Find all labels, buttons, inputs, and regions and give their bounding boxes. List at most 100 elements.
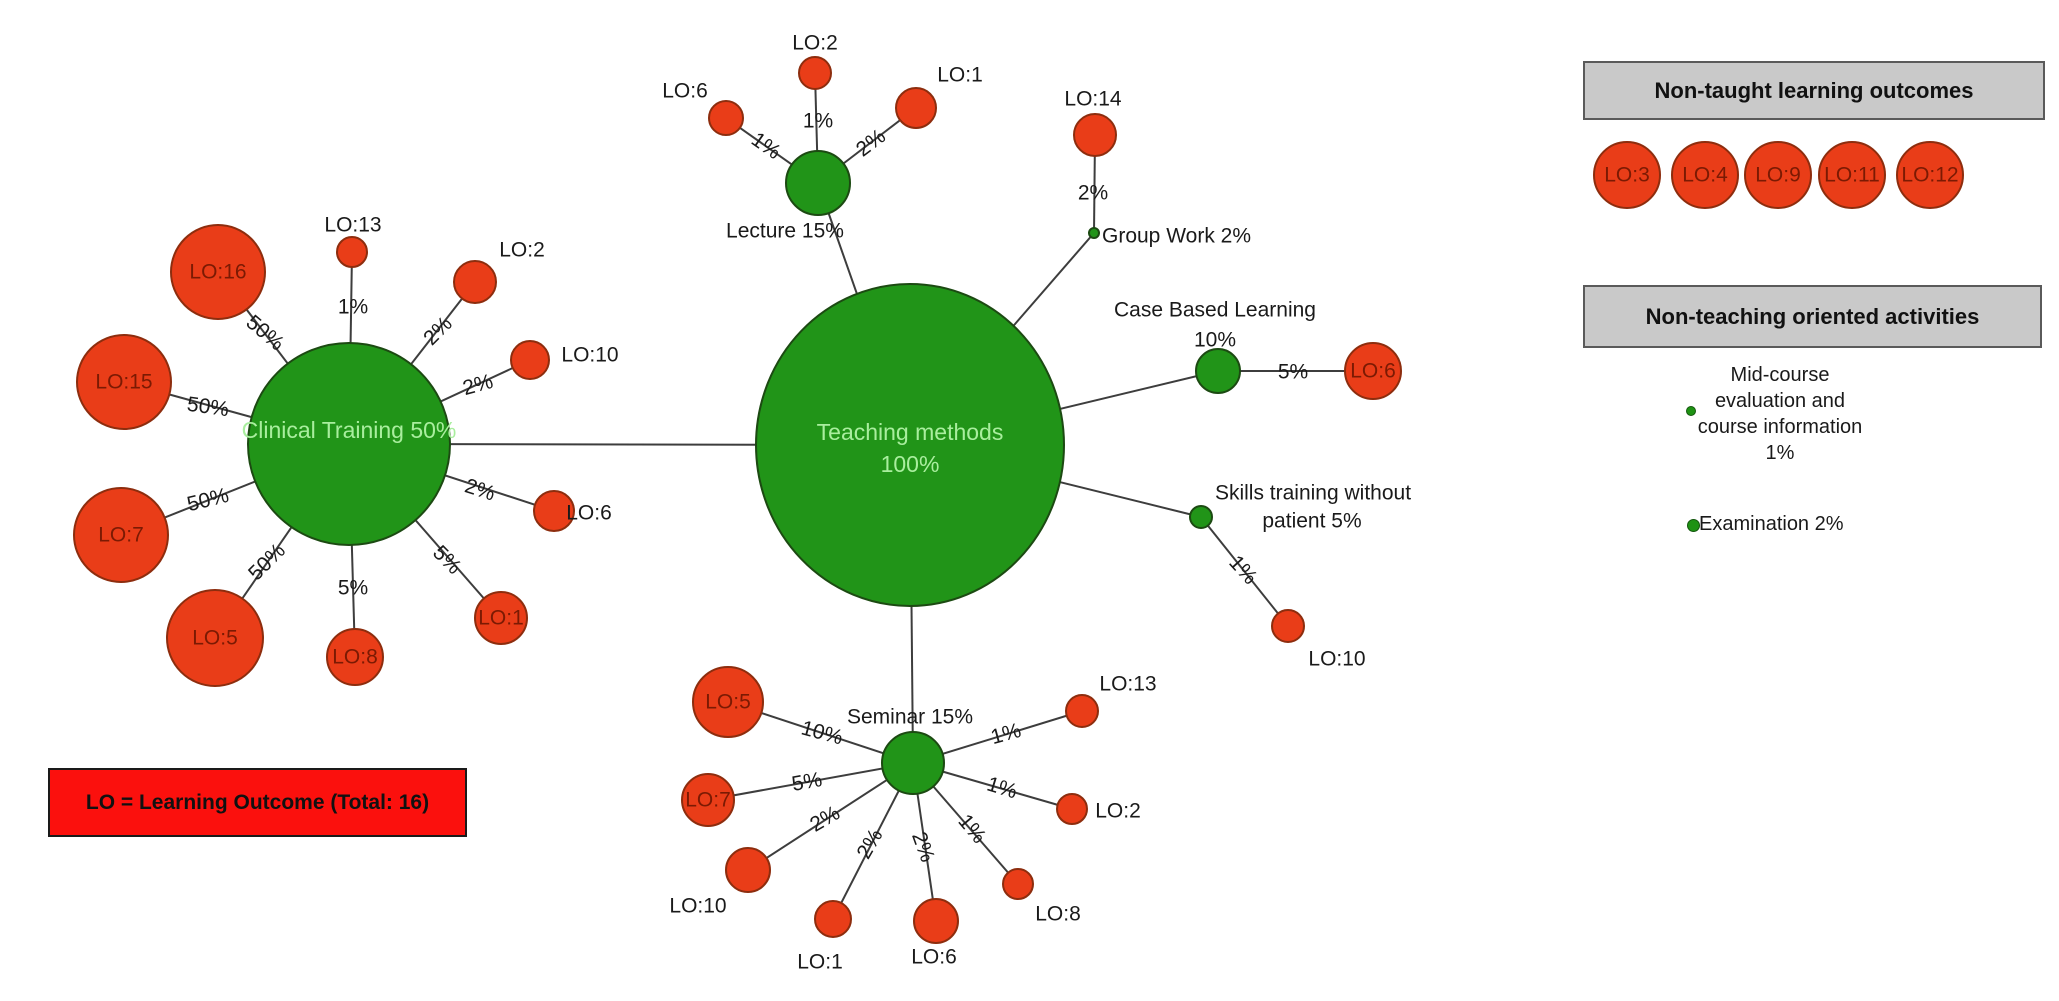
percent-label-5: 5% <box>338 577 368 600</box>
label-lo-14: LO:14 <box>1064 88 1122 111</box>
node-lo5-clinical-label: LO:5 <box>192 627 238 650</box>
node-lo12-non-taught <box>1896 141 1964 209</box>
node-lo6-case-based-label: LO:6 <box>1350 360 1396 383</box>
percent-label-1: 1% <box>984 773 1020 804</box>
label-lo-2: LO:2 <box>1095 800 1141 823</box>
node-lo7-seminar-label: LO:7 <box>685 789 731 812</box>
node-lo3-non-taught-label: LO:3 <box>1604 164 1650 187</box>
mid-course-line-1: Mid-course <box>1730 364 1830 386</box>
node-lo5-clinical <box>166 589 264 687</box>
mid-course-line-4: 1% <box>1765 442 1795 464</box>
node-lo2-seminar <box>1056 793 1088 825</box>
label-lo-10: LO:10 <box>1308 648 1365 671</box>
node-lo1-clinical-label: LO:1 <box>478 607 524 630</box>
node-lo1-clinical <box>474 591 528 645</box>
percent-label-50: 50% <box>186 393 231 422</box>
percent-label-50: 50% <box>242 311 289 356</box>
mid-course-line-3: course information <box>1697 416 1863 438</box>
percent-label-5: 5% <box>1278 361 1308 384</box>
percent-label-2: 2% <box>419 312 457 350</box>
node-lo15-clinical-label: LO:15 <box>95 371 152 394</box>
label-lo-13: LO:13 <box>1099 673 1156 696</box>
percent-label-50: 50% <box>185 484 231 516</box>
label-skills-training-without: Skills training without <box>1215 482 1411 505</box>
node-lo4-non-taught <box>1671 141 1739 209</box>
node-lo6-lecture <box>708 100 744 136</box>
label-lo-6: LO:6 <box>911 946 957 969</box>
node-lo1-seminar <box>814 900 852 938</box>
percent-label-1: 1% <box>988 719 1023 749</box>
percent-label-1: 1% <box>1224 551 1261 589</box>
node-lo13-clinical <box>336 236 368 268</box>
examination-label: Examination 2% <box>1699 513 1844 535</box>
label-lo-10: LO:10 <box>669 895 726 918</box>
examination-dot-icon <box>1687 519 1700 532</box>
node-lo7-clinical-label: LO:7 <box>98 524 144 547</box>
percent-label-2: 2% <box>460 370 495 400</box>
label-case-based-learning: Case Based Learning <box>1114 299 1316 322</box>
percent-label-5: 5% <box>428 541 466 579</box>
node-lo9-non-taught <box>1744 141 1812 209</box>
percent-label-1: 1% <box>803 110 833 133</box>
node-case-based-learning <box>1195 348 1241 394</box>
percent-label-10: 10% <box>799 716 846 749</box>
node-group-work <box>1088 227 1100 239</box>
node-lo2-lecture <box>798 56 832 90</box>
node-lo7-seminar <box>681 773 735 827</box>
node-lo13-seminar <box>1065 694 1099 728</box>
node-lo10-skills <box>1271 609 1305 643</box>
label-lo-10: LO:10 <box>561 344 618 367</box>
node-clinical-training-label: Clinical Training 50% <box>242 417 457 443</box>
percent-label-2: 2% <box>852 825 887 863</box>
node-seminar <box>881 731 945 795</box>
percent-label-5: 5% <box>790 768 824 796</box>
node-lo12-non-taught-label: LO:12 <box>1901 164 1958 187</box>
percent-label-1: 1% <box>747 128 785 164</box>
label-lo-8: LO:8 <box>1035 903 1081 926</box>
label-group-work-2: Group Work 2% <box>1102 225 1251 248</box>
node-lo8-clinical-label: LO:8 <box>332 646 378 669</box>
node-lo1-lecture <box>895 87 937 129</box>
node-lo6-clinical <box>533 490 575 532</box>
node-lo16-clinical <box>170 224 266 320</box>
label-lo-2: LO:2 <box>792 32 838 55</box>
mid-course-line-2: evaluation and <box>1714 390 1846 412</box>
percent-label-2: 2% <box>1078 182 1108 205</box>
percent-label-2: 2% <box>462 474 498 505</box>
label-seminar-15: Seminar 15% <box>847 706 973 729</box>
label-10: 10% <box>1194 329 1236 352</box>
label-lo-13: LO:13 <box>324 214 381 237</box>
node-lo6-case-based <box>1344 342 1402 400</box>
node-lo5-seminar-label: LO:5 <box>705 691 751 714</box>
node-lo6-seminar <box>913 898 959 944</box>
edge-skillsdot-sk10 <box>1200 516 1289 627</box>
percent-label-1: 1% <box>338 296 368 319</box>
lo-legend-box: LO = Learning Outcome (Total: 16) <box>48 768 467 837</box>
mid-course-evaluation-item: Mid-course evaluation and course informa… <box>1655 362 1905 466</box>
node-lo8-clinical <box>326 628 384 686</box>
node-lo9-non-taught-label: LO:9 <box>1755 164 1801 187</box>
node-teaching-methods-label: 100% <box>881 451 940 477</box>
label-patient-5: patient 5% <box>1262 510 1361 533</box>
node-clinical-training <box>247 342 451 546</box>
node-lo14-group-work <box>1073 113 1117 157</box>
label-lo-2: LO:2 <box>499 239 545 262</box>
node-lo11-non-taught-label: LO:11 <box>1824 164 1880 187</box>
percent-label-2: 2% <box>907 829 939 865</box>
edge-seminar-s7 <box>707 762 914 801</box>
label-lo-6: LO:6 <box>566 502 612 525</box>
node-lo8-seminar <box>1002 868 1034 900</box>
label-lecture-15: Lecture 15% <box>726 220 844 243</box>
node-lo10-seminar <box>725 847 771 893</box>
node-lo4-non-taught-label: LO:4 <box>1682 164 1728 187</box>
node-teaching-methods-label: Teaching methods <box>817 419 1004 445</box>
node-lo5-seminar <box>692 666 764 738</box>
label-lo-6: LO:6 <box>662 80 708 103</box>
node-lo3-non-taught <box>1593 141 1661 209</box>
node-lo2-clinical <box>453 260 497 304</box>
percent-label-50: 50% <box>244 539 290 585</box>
node-lo15-clinical <box>76 334 172 430</box>
node-lo16-clinical-label: LO:16 <box>189 261 246 284</box>
node-lecture <box>785 150 851 216</box>
